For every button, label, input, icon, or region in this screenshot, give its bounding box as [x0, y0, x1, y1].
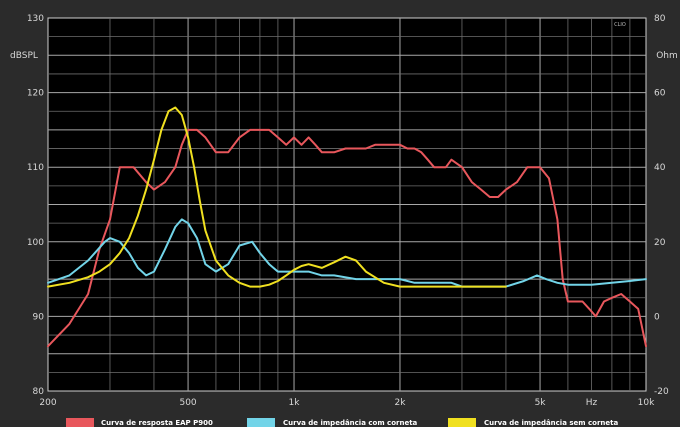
- right-axis-unit: Ohm: [656, 51, 678, 61]
- left-tick-label: 90: [33, 312, 45, 322]
- right-tick-label: 40: [654, 163, 666, 173]
- right-tick-label: 20: [654, 238, 666, 248]
- x-tick-label: Hz: [586, 398, 598, 408]
- legend-label-response: Curva de resposta EAP P900: [101, 419, 213, 427]
- left-tick-label: 100: [27, 238, 44, 248]
- legend-label-impedance-with-horn: Curva de impedância com corneta: [283, 419, 418, 427]
- left-tick-label: 80: [33, 387, 45, 397]
- x-tick-label: 5k: [535, 398, 547, 408]
- legend: Curva de resposta EAP P900 Curva de impe…: [66, 418, 619, 427]
- right-tick-label: -20: [654, 387, 669, 397]
- grid: [48, 18, 646, 391]
- x-tick-label: 200: [39, 398, 56, 408]
- legend-swatch-response: [66, 418, 94, 427]
- left-tick-label: 110: [27, 163, 44, 173]
- series-line-0: [47, 128, 647, 348]
- left-tick-label: 130: [27, 14, 44, 24]
- left-axis-unit: dBSPL: [10, 51, 38, 61]
- legend-swatch-impedance-with-horn: [247, 418, 275, 427]
- series-lines: [47, 106, 647, 348]
- watermark-label: CLIO: [614, 22, 626, 28]
- left-tick-label: 120: [27, 89, 44, 99]
- x-tick-label: 2k: [395, 398, 407, 408]
- x-tick-label: 1k: [289, 398, 301, 408]
- right-tick-label: 60: [654, 89, 666, 99]
- x-tick-label: 10k: [638, 398, 655, 408]
- legend-swatch-impedance-without-horn: [448, 418, 476, 427]
- right-tick-label: 0: [654, 312, 660, 322]
- x-tick-label: 500: [179, 398, 196, 408]
- series-line-2: [47, 106, 507, 288]
- legend-label-impedance-without-horn: Curva de impedância sem corneta: [484, 419, 619, 427]
- right-tick-label: 80: [654, 14, 666, 24]
